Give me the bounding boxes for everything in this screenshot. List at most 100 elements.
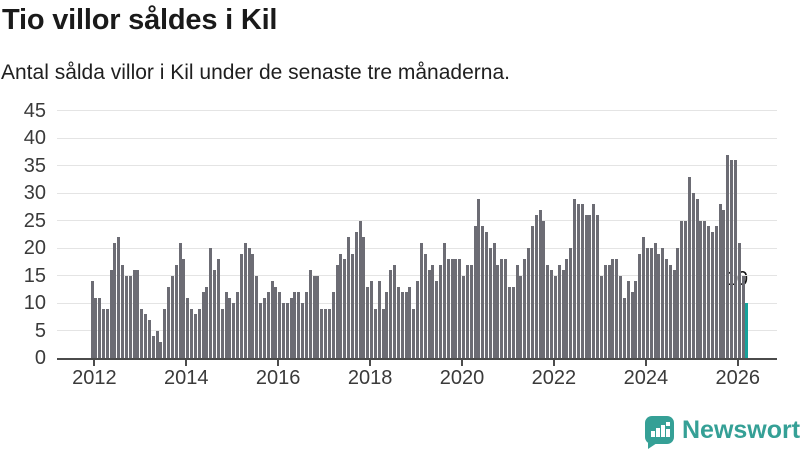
x-axis-tick: [552, 360, 555, 366]
bar: [615, 259, 619, 358]
bar: [553, 275, 557, 358]
bar: [446, 259, 450, 358]
bar: [316, 275, 320, 358]
bar: [661, 248, 665, 358]
bar: [695, 198, 699, 358]
bar: [642, 237, 646, 358]
mini-bar-icon: [651, 431, 655, 437]
bar: [718, 204, 722, 358]
bar: [450, 259, 454, 358]
bar: [408, 286, 412, 358]
bar: [251, 253, 255, 358]
bar: [649, 248, 653, 358]
newsworthy-logo-icon: [645, 416, 674, 449]
bar: [170, 275, 174, 358]
y-axis-tick-label: 10: [23, 292, 46, 314]
bar: [98, 297, 102, 358]
bar: [396, 286, 400, 358]
bar: [473, 226, 477, 358]
bar: [282, 303, 285, 358]
x-axis-tick-label: 2016: [255, 367, 301, 389]
bar: [255, 275, 259, 358]
x-axis-tick-label: 2024: [623, 367, 669, 389]
bar: [331, 292, 335, 358]
highlighted-latest-bar: [745, 303, 749, 358]
x-axis-tick: [461, 360, 463, 366]
bar: [285, 303, 289, 358]
bar: [109, 270, 113, 358]
bar: [216, 259, 220, 358]
bar: [259, 303, 263, 358]
bar: [278, 292, 282, 358]
bar: [607, 264, 611, 358]
bar: [481, 226, 485, 358]
bar: [684, 220, 688, 358]
x-axis-tick: [277, 360, 280, 366]
bar: [366, 286, 370, 358]
bar: [714, 226, 718, 358]
bar: [557, 264, 561, 358]
bar: [117, 237, 121, 358]
bar: [347, 237, 351, 358]
mini-bar-icon: [656, 428, 660, 437]
bar: [707, 226, 711, 358]
bar: [638, 253, 642, 358]
bar: [182, 259, 186, 358]
bar: [105, 308, 109, 358]
bar: [462, 275, 465, 358]
bar: [726, 154, 730, 358]
gridline: [57, 110, 777, 111]
bar: [132, 270, 136, 358]
bar: [576, 204, 580, 358]
bar: [741, 275, 745, 358]
bar: [335, 264, 339, 358]
bar: [201, 292, 205, 358]
bar: [178, 242, 182, 358]
bar: [224, 292, 228, 358]
bar: [174, 264, 178, 358]
bar: [320, 308, 324, 358]
gridline: [57, 247, 777, 249]
bar: [680, 220, 684, 358]
bar: [94, 297, 98, 358]
bar: [511, 286, 515, 358]
bar: [301, 303, 305, 358]
bar: [737, 242, 741, 358]
x-axis-tick-label: 2012: [72, 367, 117, 389]
bar: [687, 176, 691, 358]
mini-bar-icon: [661, 425, 665, 437]
bar: [492, 242, 496, 358]
bar: [507, 286, 511, 358]
bar: [193, 314, 197, 358]
bar: [350, 253, 354, 358]
bar: [362, 237, 366, 358]
bar: [236, 292, 240, 358]
bar: [312, 275, 316, 358]
bar: [465, 264, 469, 358]
bar: [101, 308, 105, 358]
bar: [140, 308, 144, 358]
bar: [599, 275, 603, 358]
y-axis-tick-label: 40: [23, 127, 46, 149]
bar: [243, 242, 247, 358]
bar: [546, 264, 550, 358]
bar: [190, 308, 194, 358]
bar: [668, 264, 672, 358]
bar: [710, 231, 714, 358]
bar: [247, 248, 251, 358]
bar: [504, 259, 508, 358]
bar: [592, 204, 596, 358]
bar: [239, 253, 243, 358]
x-axis-tick: [185, 360, 188, 366]
bar: [527, 248, 531, 358]
bar: [389, 270, 393, 358]
speech-bubble-tail: [648, 443, 657, 449]
bar: [155, 330, 159, 358]
bar: [293, 292, 297, 358]
page-title: Tio villor såldes i Kil: [2, 4, 278, 36]
bar: [404, 292, 408, 358]
y-axis-tick-label: 20: [23, 237, 46, 259]
bar: [439, 264, 443, 358]
bar: [573, 198, 577, 358]
